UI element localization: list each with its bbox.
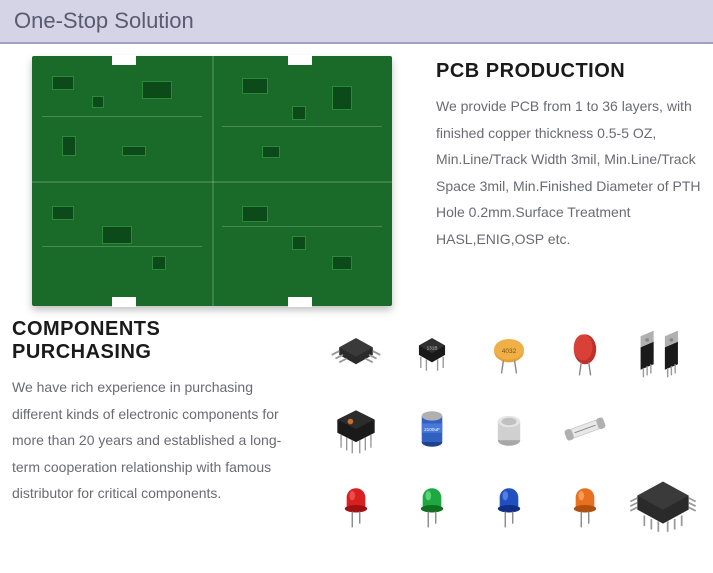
svg-text:2100uF: 2100uF [424, 427, 440, 432]
components-heading: COMPONENTS PURCHASING [12, 318, 302, 364]
components-section: COMPONENTS PURCHASING We have rich exper… [0, 318, 713, 552]
svg-text:131B: 131B [427, 345, 438, 350]
components-grid: 131B 4032 [320, 318, 701, 540]
page-header: One-Stop Solution [0, 0, 713, 44]
led-red-icon [328, 477, 384, 533]
dip-chip-small-icon: 131B [404, 325, 460, 381]
led-orange-icon [557, 477, 613, 533]
pcb-body: We provide PCB from 1 to 36 layers, with… [436, 93, 701, 253]
svg-text:4032: 4032 [501, 348, 516, 355]
led-blue-icon [481, 477, 537, 533]
qfp-chip-icon [628, 470, 698, 540]
components-body: We have rich experience in purchasing di… [12, 374, 302, 507]
electrolytic-cap-icon: 2100uF [404, 401, 460, 457]
tantalum-cap-icon: 4032 [481, 325, 537, 381]
film-cap-icon [557, 325, 613, 381]
components-text-block: COMPONENTS PURCHASING We have rich exper… [12, 318, 302, 540]
pcb-heading: PCB PRODUCTION [436, 60, 701, 83]
pcb-production-section: PCB PRODUCTION We provide PCB from 1 to … [0, 44, 713, 318]
pcb-text-block: PCB PRODUCTION We provide PCB from 1 to … [436, 56, 701, 306]
page-title: One-Stop Solution [14, 8, 194, 33]
dip-chip-large-icon [328, 401, 384, 457]
can-cap-icon [481, 401, 537, 457]
soic-chip-icon [328, 325, 384, 381]
pcb-image [12, 56, 412, 306]
led-green-icon [404, 477, 460, 533]
empty-cell [635, 401, 691, 457]
fuse-icon [557, 401, 613, 457]
to220-pair-icon [625, 325, 701, 381]
